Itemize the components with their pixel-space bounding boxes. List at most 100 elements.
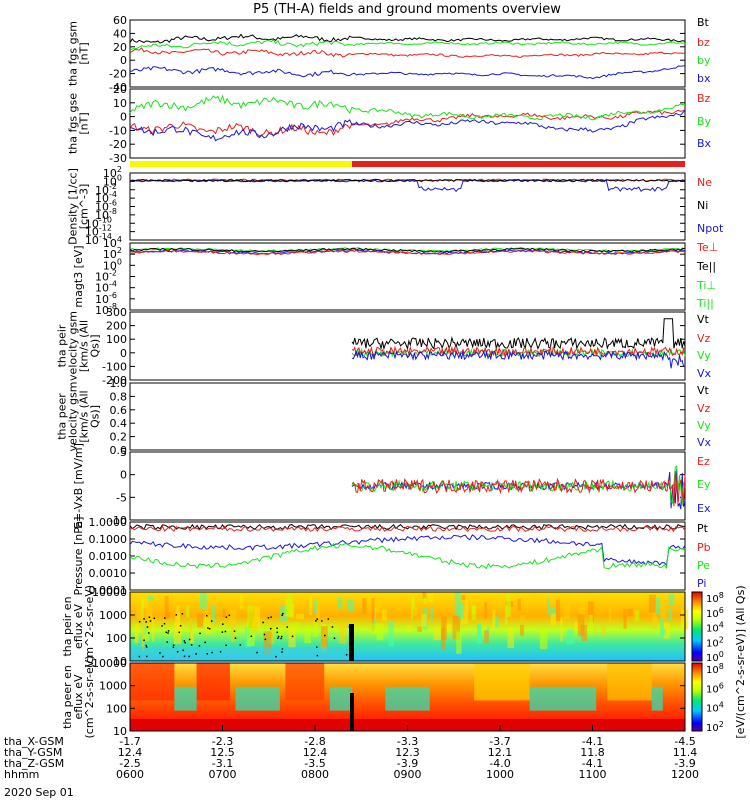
spectrogram-patch [197,613,204,628]
spectrogram-noise [256,651,258,654]
spectrogram-noise [143,639,145,642]
spectrogram-patch [594,627,597,634]
x-row-value: -3.9 [397,757,418,770]
spectrogram-noise [167,630,170,632]
spectrogram-patch [136,601,142,619]
spectrogram-noise [188,655,190,658]
trace-Bz [129,109,686,138]
spectrogram-noise [291,635,294,638]
spectrogram-patch [627,608,633,616]
spectrogram-noise [145,646,148,648]
spectrogram-patch [313,622,318,638]
legend-efield-0: Ez [697,455,710,468]
x-row-value: -4.1 [582,735,603,748]
spectrogram-noise [269,627,272,630]
spectrogram-patch [190,630,194,644]
spectrogram-patch [471,605,476,615]
y-tick-label: 10 [113,97,127,110]
colorbar-tick: 106 [706,681,724,695]
spectrogram-patch [337,597,343,609]
panel-frame [129,591,686,662]
x-row-label: tha_X-GSM [4,735,64,748]
spectrogram-patch [458,602,465,619]
spectrogram-patch [634,610,640,621]
spectrogram-noise [176,651,179,653]
spectrogram-noise [225,644,227,647]
spectrogram-patch [454,592,461,616]
spectrogram-noise [263,633,266,636]
y-tick-label: 20 [113,83,127,96]
spectrogram-patch [660,617,664,637]
trace-by [129,39,686,51]
y-axis-label: tha peir eneflux eV(cm^2-s-sr-eV) [61,585,96,668]
x-row-value: 12.1 [488,746,513,759]
spectrogram-noise [206,653,209,655]
spectrogram-patch [578,606,585,620]
spectrogram-noise [166,641,168,643]
legend-bfield_gsm-3: bx [697,72,711,85]
trace-By [129,94,685,121]
spectrogram-noise [267,617,270,619]
spectrogram-noise [199,632,201,635]
legend-bfield_gse-0: Bz [697,92,711,105]
spectrogram-patch [173,622,182,645]
panel-frame [129,382,686,451]
spectrogram-patch [246,624,255,647]
spectrogram-patch [579,630,582,643]
spectrogram-noise [327,618,330,620]
legend-bfield_gse-1: By [697,115,712,128]
spectrogram-noise [228,614,231,617]
spectrogram-patch [530,595,538,605]
spectrogram-noise [147,632,150,634]
spectrogram-patch [285,663,325,701]
x-row-value: -1.7 [119,735,140,748]
spectrogram-noise [316,654,319,657]
spectrogram-patch [175,612,181,632]
spectrogram-patch [412,597,415,610]
spectrogram-patch [309,596,313,616]
trace-Ni [129,178,686,183]
y-axis-label: Pressure [nPa] [72,517,85,596]
spectrogram-patch [549,607,556,617]
spectrogram-patch [519,624,525,636]
legend-velocity_peir-0: Vt [697,313,710,326]
spectrogram-noise [183,655,186,658]
spectrogram-patch [229,610,237,627]
spectrogram-patch [205,615,211,634]
spectrogram-patch [222,608,226,618]
spectrogram-noise [331,626,334,628]
traces-velocity_peir [351,318,686,369]
x-row-value: 11.4 [673,746,698,759]
panel-frame [129,88,686,159]
spectrogram-noise [145,644,147,647]
x-row-value: 0700 [209,768,237,781]
legend-temperature-2: Ti⊥ [696,279,716,292]
y-tick-label: -5 [116,491,127,504]
trace-Bt [129,33,686,44]
spectrogram-patch [205,604,208,624]
spectrogram-patch [577,614,585,637]
panel-efield: 5 0 -5 -10 E=-VxB [mV/m] Ez Ey Ex [72,443,711,529]
trace-Ex [351,468,686,510]
spectrogram-noise [164,617,166,619]
legend-velocity_peir-1: Vz [697,332,711,345]
x-row-value: -2.8 [304,735,325,748]
y-tick-label: -20 [109,138,127,151]
spectrogram-noise [159,652,161,654]
spectrogram-patch [483,630,489,644]
spectrogram-noise [277,635,280,638]
y-tick-label: 20 [113,41,127,54]
spectrogram-noise [281,651,283,653]
x-row-value: 1000 [486,768,514,781]
spectrogram-patch [423,598,427,604]
y-tick-label: 300 [106,306,127,319]
spectrogram-patch [652,604,657,622]
spectrogram-patch [211,605,215,623]
spectrogram-patch [505,605,508,625]
y-tick-label: 0 [120,347,127,360]
spectrogram-patch [247,605,254,628]
spectrogram-patch [231,621,236,642]
spectrogram-noise [210,620,213,622]
spectrogram-patch [144,626,147,635]
